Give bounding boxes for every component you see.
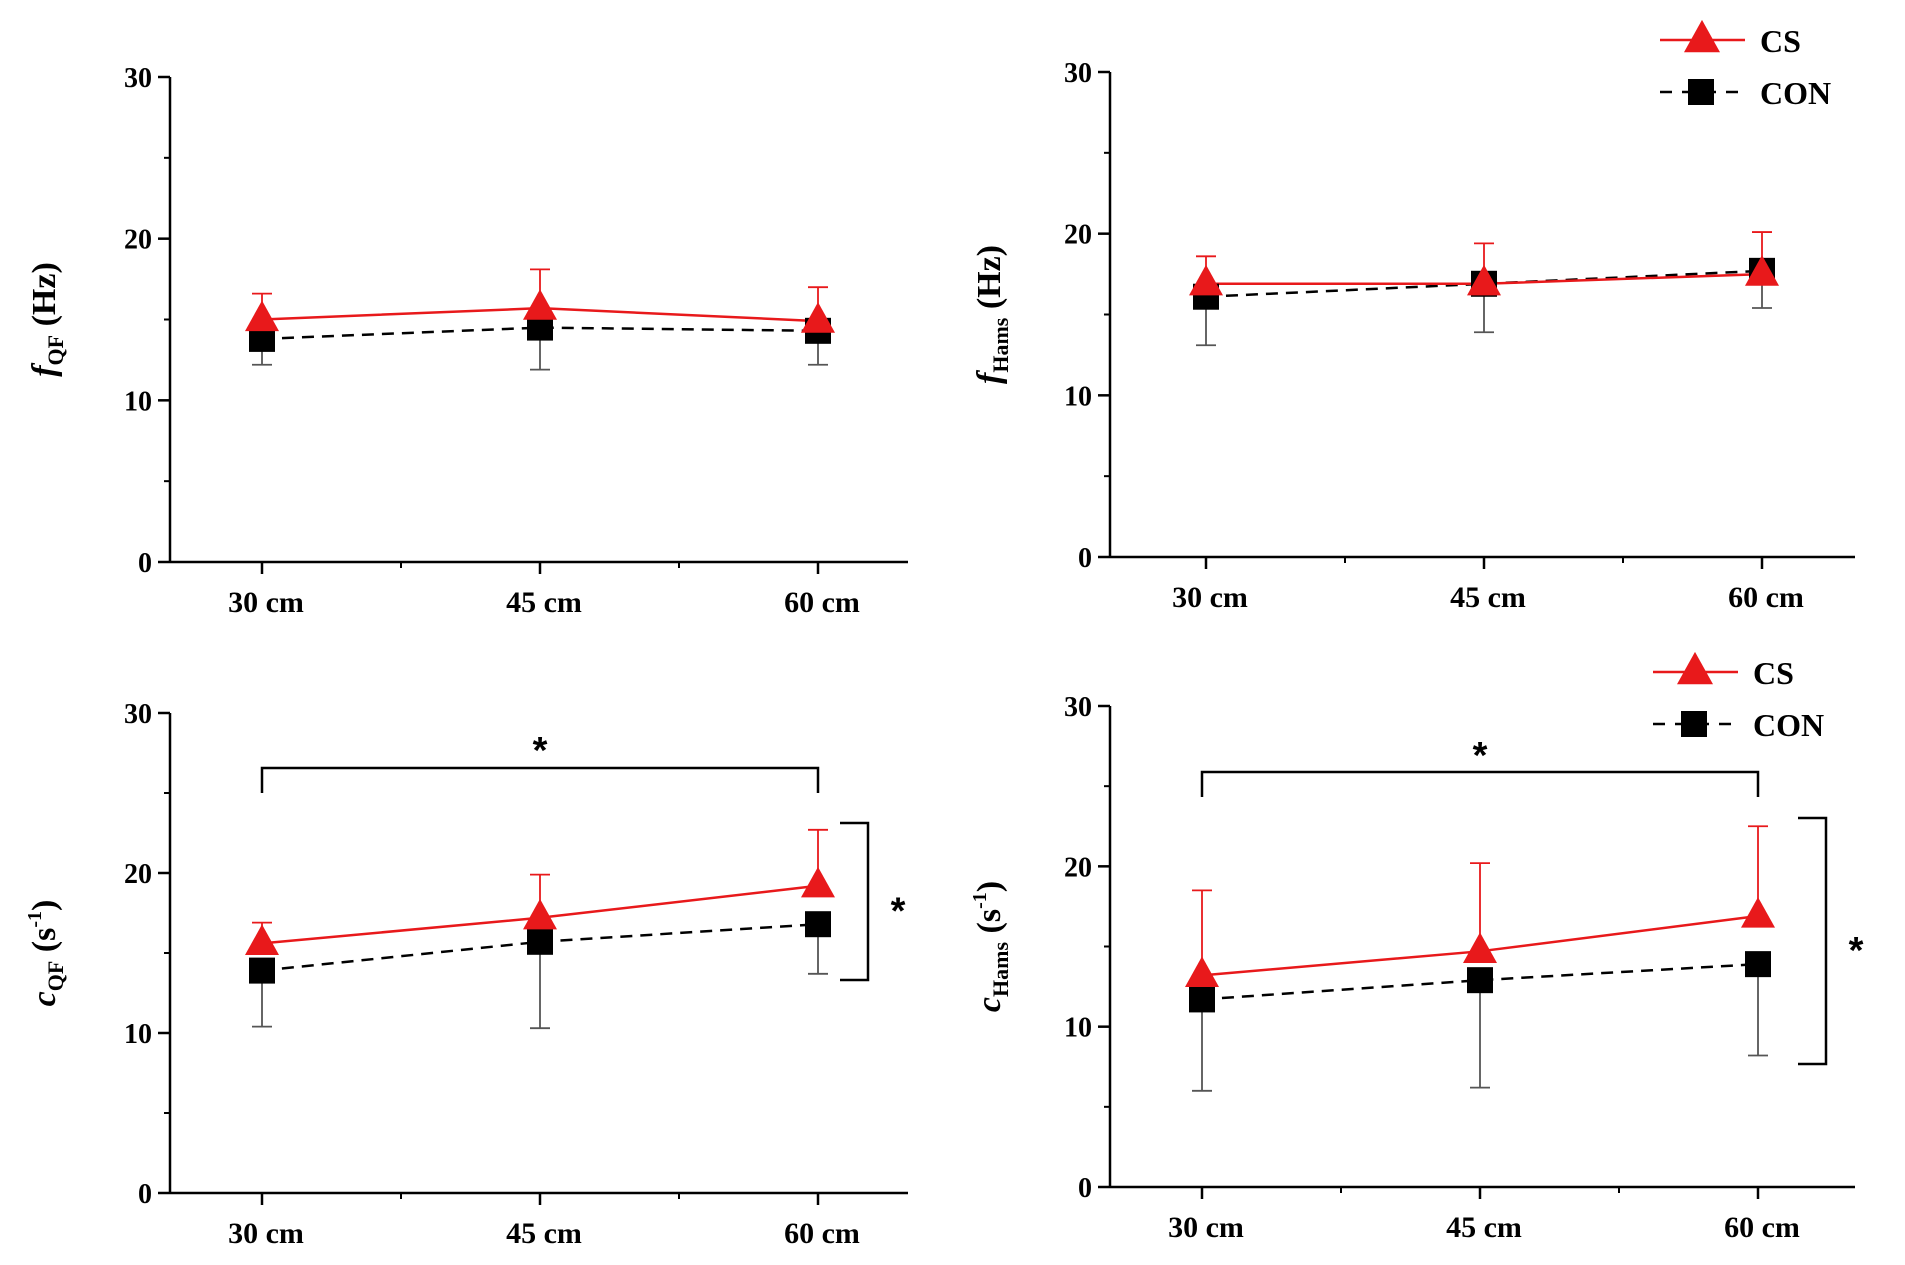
con-point [1189, 986, 1215, 1013]
x-tick-label: 30 cm [1172, 581, 1248, 614]
significance-bracket-vertical [1798, 816, 1828, 1066]
y-tick-label: 20 [1064, 220, 1092, 251]
con-point [1467, 967, 1493, 994]
y-tick-label: 20 [124, 225, 152, 256]
cs-point [801, 866, 835, 898]
x-tick-label: 45 cm [506, 1217, 582, 1250]
y-tick-label: 30 [1064, 58, 1092, 89]
y-axis-label: cHams (s-1) [969, 881, 1013, 1012]
cs-point [1745, 255, 1779, 286]
panel-cHams: 0 10 20 30 30 cm 45 cm 60 cm cHams (s-1) CS CON * * [969, 651, 1864, 1244]
panel-cQF: 0 10 20 30 30 cm 45 cm 60 cm cQF (s-1) * * [24, 699, 908, 1250]
x-tick-label: 60 cm [784, 1217, 860, 1250]
y-tick-label: 0 [138, 548, 152, 579]
y-axis-label: fQF (Hz) [26, 262, 68, 377]
significance-star: * [533, 730, 548, 772]
legend-con-marker [1681, 711, 1707, 737]
y-tick-label: 10 [124, 1019, 152, 1050]
y-tick-label: 0 [1078, 543, 1092, 574]
significance-bracket-vertical [840, 821, 870, 982]
x-tick-label: 45 cm [506, 586, 582, 619]
legend-cs-marker [1677, 651, 1713, 685]
legend-con-marker [1688, 79, 1714, 105]
legend-cs-marker [1684, 19, 1720, 53]
cs-point [1467, 264, 1501, 296]
con-line [261, 326, 819, 341]
legend-cs-label: CS [1760, 23, 1801, 59]
significance-star: * [1473, 735, 1488, 777]
y-axis-label: cQF (s-1) [24, 900, 68, 1007]
x-tick-label: 30 cm [1168, 1211, 1244, 1244]
x-tick-label: 60 cm [784, 586, 860, 619]
con-line [1205, 269, 1763, 298]
y-tick-label: 10 [1064, 381, 1092, 412]
cs-point [523, 898, 557, 930]
cs-point [1189, 264, 1223, 296]
con-point [1745, 951, 1771, 978]
cs-point [523, 289, 557, 320]
y-tick-label: 20 [124, 859, 152, 890]
y-axis-label: fHams (Hz) [971, 245, 1013, 384]
legend-con-label: CON [1760, 75, 1831, 111]
x-tick-label: 45 cm [1450, 581, 1526, 614]
significance-star: * [1849, 930, 1864, 972]
y-tick-label: 10 [1064, 1013, 1092, 1044]
x-tick-label: 60 cm [1724, 1211, 1800, 1244]
significance-bracket-horizontal [260, 766, 820, 793]
y-tick-label: 0 [1078, 1173, 1092, 1204]
x-tick-label: 30 cm [228, 1217, 304, 1250]
x-tick-label: 45 cm [1446, 1211, 1522, 1244]
panel-fHams: 0 10 20 30 30 cm 45 cm 60 cm fHams (Hz) CS CON [971, 19, 1855, 614]
legend: CS CON [1660, 19, 1831, 111]
cs-point [245, 924, 279, 956]
significance-bracket-horizontal [1200, 770, 1760, 797]
y-tick-label: 0 [138, 1179, 152, 1210]
legend-cs-label: CS [1753, 655, 1794, 691]
cs-point [245, 300, 279, 332]
x-tick-label: 30 cm [228, 586, 304, 619]
con-line [261, 922, 819, 972]
y-tick-label: 20 [1064, 852, 1092, 883]
cs-point [1741, 897, 1775, 928]
con-point [249, 957, 275, 984]
y-tick-label: 30 [124, 699, 152, 730]
legend: CS CON [1653, 651, 1824, 743]
panel-fQF: 0 10 20 30 30 cm 45 cm 60 cm fQF (Hz) [26, 63, 908, 619]
con-point [805, 911, 831, 938]
cs-point [1185, 956, 1219, 987]
con-line [1201, 962, 1759, 1001]
y-tick-label: 30 [1064, 692, 1092, 723]
cs-point [801, 302, 835, 333]
x-tick-label: 60 cm [1728, 581, 1804, 614]
y-tick-label: 10 [124, 386, 152, 417]
significance-star: * [891, 891, 906, 933]
con-point [527, 928, 553, 955]
cs-point [1463, 932, 1497, 963]
legend-con-label: CON [1753, 707, 1824, 743]
y-tick-label: 30 [124, 63, 152, 94]
